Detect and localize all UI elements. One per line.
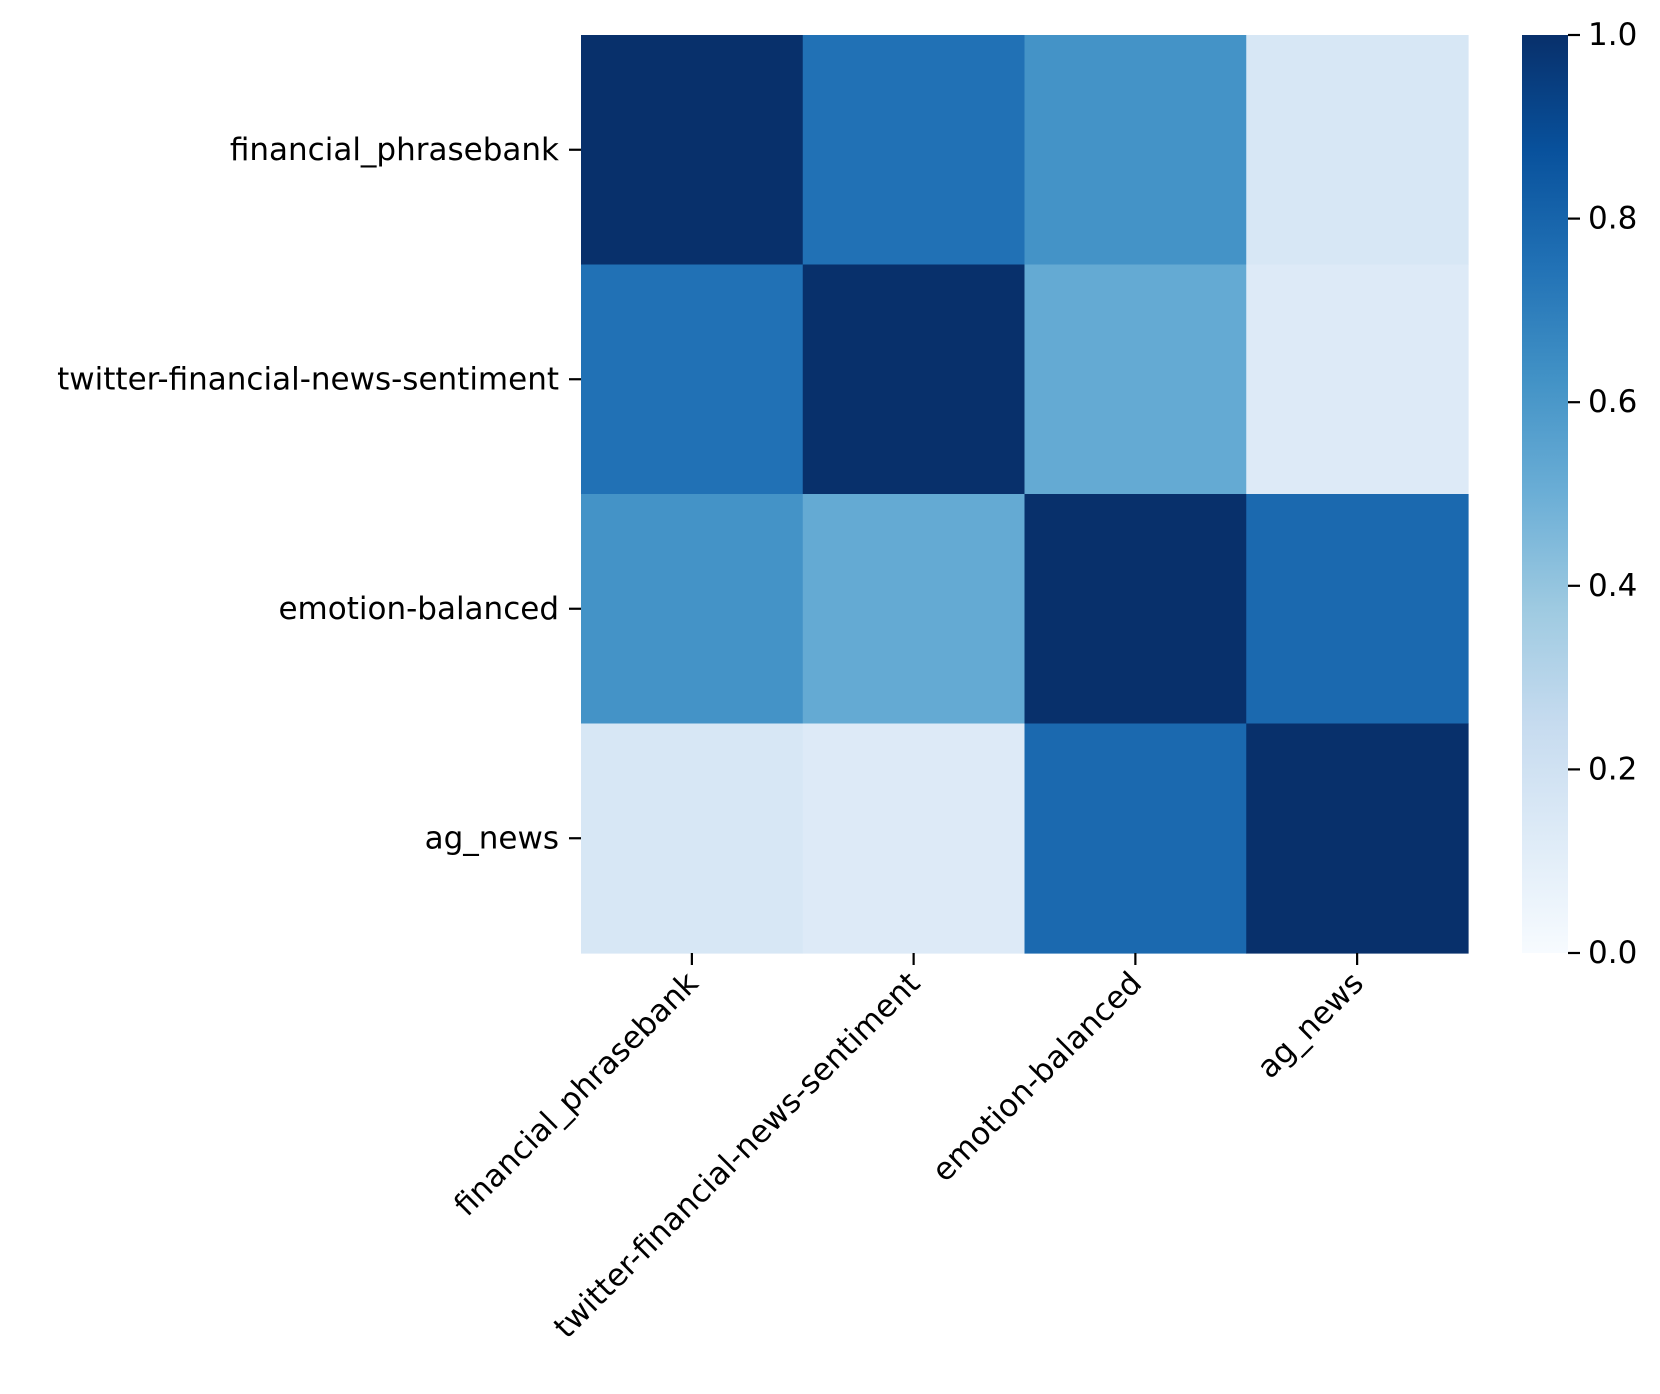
- colorbar-tick-label: 1.0: [1588, 17, 1637, 53]
- heatmap-cell-ag-news-x-emotion-balanced: [1024, 723, 1247, 954]
- y-tick-label: twitter-financial-news-sentiment: [57, 361, 559, 397]
- heatmap-cell-twitter-financial-news-sentiment-x-emotion-balanced: [1024, 264, 1247, 495]
- colorbar-tick-label: 0.6: [1588, 384, 1637, 420]
- y-tick-label: financial_phrasebank: [230, 132, 559, 168]
- x-tick-label: financial_phrasebank: [447, 965, 705, 1223]
- colorbar-gradient: [1522, 35, 1568, 953]
- heatmap-cell-ag-news-x-twitter-financial-news-sentiment: [802, 723, 1026, 954]
- heatmap-cell-twitter-financial-news-sentiment-x-financial-phrasebank: [581, 264, 804, 495]
- heatmap-cell-emotion-balanced-x-emotion-balanced: [1024, 494, 1247, 725]
- colorbar-tick-label: 0.0: [1588, 935, 1637, 971]
- heatmap-cell-twitter-financial-news-sentiment-x-twitter-financial-news-sentiment: [802, 264, 1026, 495]
- heatmap-cell-emotion-balanced-x-twitter-financial-news-sentiment: [802, 494, 1026, 725]
- heatmap-cell-ag-news-x-financial-phrasebank: [581, 723, 804, 954]
- heatmap-cell-financial-phrasebank-x-emotion-balanced: [1024, 35, 1247, 266]
- colorbar-tick-label: 0.2: [1588, 751, 1637, 787]
- heatmap-cell-financial-phrasebank-x-twitter-financial-news-sentiment: [802, 35, 1026, 266]
- heatmap-cells: [581, 35, 1469, 954]
- y-tick-label: emotion-balanced: [278, 591, 559, 627]
- heatmap-cell-financial-phrasebank-x-financial-phrasebank: [581, 35, 804, 266]
- colorbar-tick-label: 0.8: [1588, 201, 1637, 237]
- colorbar-tick-label: 0.4: [1588, 568, 1637, 604]
- heatmap-cell-financial-phrasebank-x-ag-news: [1246, 35, 1469, 266]
- x-tick-label: twitter-financial-news-sentiment: [547, 965, 927, 1345]
- colorbar: 0.0 0.2 0.4 0.6 0.8 1.0: [1522, 17, 1637, 971]
- x-tick-label: emotion-balanced: [925, 965, 1149, 1189]
- heatmap-cell-twitter-financial-news-sentiment-x-ag-news: [1246, 264, 1469, 495]
- x-axis: financial_phrasebanktwitter-financial-ne…: [447, 953, 1371, 1346]
- y-axis: financial_phrasebank twitter-financial-ne…: [57, 132, 581, 856]
- heatmap-cell-emotion-balanced-x-financial-phrasebank: [581, 494, 804, 725]
- heatmap-cell-ag-news-x-ag-news: [1246, 723, 1469, 954]
- y-tick-label: ag_news: [425, 820, 559, 856]
- heatmap-cell-emotion-balanced-x-ag-news: [1246, 494, 1469, 725]
- x-tick-label: ag_news: [1250, 965, 1370, 1085]
